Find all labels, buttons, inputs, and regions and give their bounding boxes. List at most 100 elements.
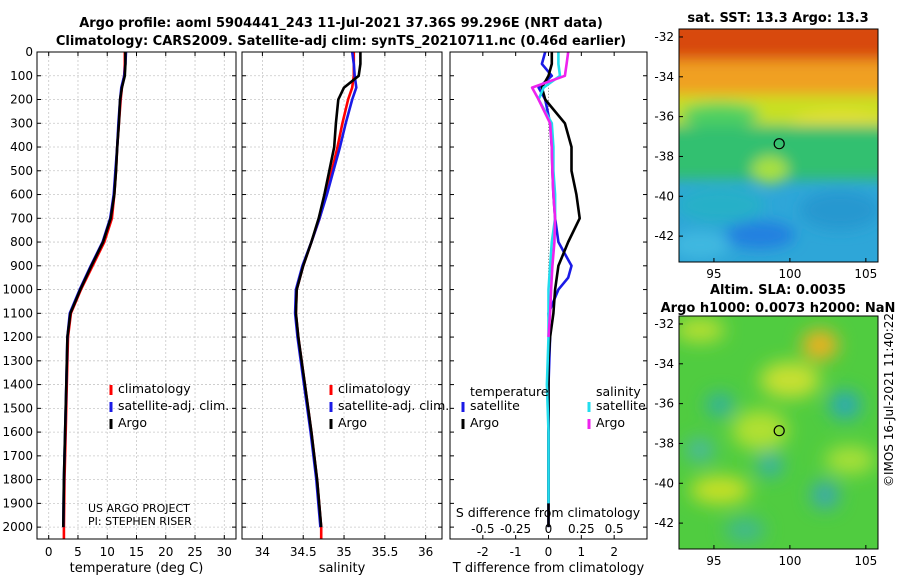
x-axis-label: temperature (deg C) xyxy=(70,561,204,576)
legend-label: climatology xyxy=(118,381,191,396)
series-argo xyxy=(294,52,362,528)
x-tick-label: 15 xyxy=(129,545,144,559)
map-y-tick-label: -36 xyxy=(654,397,674,411)
y-tick-label: 0 xyxy=(25,45,33,59)
map-x-tick-label: 100 xyxy=(778,554,801,568)
sst-map-image xyxy=(679,29,878,262)
y-tick-label: 100 xyxy=(10,69,33,83)
figure-title-line1: Argo profile: aoml 5904441_243 11-Jul-20… xyxy=(79,16,603,31)
y-tick-label: 1400 xyxy=(2,378,33,392)
y-tick-label: 700 xyxy=(10,211,33,225)
legend-label: Argo xyxy=(470,415,499,430)
x-tick-label: 35 xyxy=(336,545,351,559)
legend-label: Argo xyxy=(338,415,367,430)
y-tick-label: 1800 xyxy=(2,473,33,487)
legend-label: satellite xyxy=(470,398,520,413)
argo-location-marker xyxy=(773,138,785,150)
x-tick-label: 1 xyxy=(578,545,586,559)
credit-line1: US ARGO PROJECT xyxy=(88,502,190,515)
x-tick-label: 2 xyxy=(610,545,618,559)
x-tick-label: 0 xyxy=(45,545,53,559)
y-tick-label: 1600 xyxy=(2,425,33,439)
map-y-tick-label: -42 xyxy=(654,516,674,530)
map-y-tick-label: -32 xyxy=(654,317,674,331)
salinity-panel: 34 34.5 35 35.5 36 salinity climatology satelli… xyxy=(241,51,449,576)
x-tick-label: 0 xyxy=(545,545,553,559)
y-tick-label: 1700 xyxy=(2,449,33,463)
map-y-tick-label: -32 xyxy=(654,30,674,44)
y-tick-label: 1100 xyxy=(2,306,33,320)
map-y-tick-label: -38 xyxy=(654,149,674,163)
map-x-tick-label: 105 xyxy=(854,267,877,281)
top-tick-label: -0.5 xyxy=(471,522,494,536)
difference-panel: -2 -1 0 1 2 T difference from climatology temp… xyxy=(449,51,648,576)
legend-title-salinity: salinity xyxy=(596,384,641,399)
map-x-tick-label: 105 xyxy=(854,554,877,568)
x-axis-label: T difference from climatology xyxy=(452,561,645,576)
y-tick-label: 200 xyxy=(10,93,33,107)
map-x-tick-label: 100 xyxy=(778,267,801,281)
map-x-tick-label: 95 xyxy=(706,554,721,568)
y-tick-label: 400 xyxy=(10,140,33,154)
sla-map-axes: 95 100 105 -32 -34 -36 -38 -40 -42 xyxy=(654,317,877,568)
series-s-argo xyxy=(530,51,570,338)
plot-frame xyxy=(241,51,443,540)
y-tick-label: 1000 xyxy=(2,283,33,297)
x-tick-label: 34.5 xyxy=(290,545,317,559)
map-y-tick-label: -38 xyxy=(654,436,674,450)
y-tick-label: 300 xyxy=(10,116,33,130)
temperature-panel: 0100200300400500600700800900100011001200… xyxy=(2,45,237,576)
sla-map-title: Altim. SLA: 0.0035 xyxy=(710,283,846,298)
sla-map-subtitle: Argo h1000: 0.0073 h2000: NaN xyxy=(661,301,896,316)
x-tick-label: 5 xyxy=(74,545,82,559)
credit-line2: PI: STEPHEN RISER xyxy=(88,515,192,528)
x-tick-label: 30 xyxy=(217,545,232,559)
x-tick-label: 34 xyxy=(255,545,270,559)
y-tick-label: 1900 xyxy=(2,496,33,510)
top-tick-label: 0.5 xyxy=(605,522,624,536)
x-tick-label: 35.5 xyxy=(371,545,398,559)
sst-map-title: sat. SST: 13.3 Argo: 13.3 xyxy=(687,11,868,26)
x-tick-label: -2 xyxy=(477,545,489,559)
x-tick-label: 25 xyxy=(187,545,202,559)
y-tick-label: 1500 xyxy=(2,401,33,415)
top-tick-label: 0 xyxy=(545,522,553,536)
sst-map-axes: 95 100 105 -32 -34 -36 -38 -40 -42 xyxy=(654,30,877,281)
map-y-tick-label: -40 xyxy=(654,189,674,203)
legend-label: satellite xyxy=(596,398,646,413)
argo-location-marker xyxy=(773,425,785,437)
legend-title-temperature: temperature xyxy=(470,384,549,399)
x-tick-label: -1 xyxy=(510,545,522,559)
y-tick-label: 600 xyxy=(10,188,33,202)
top-tick-label: 0.25 xyxy=(568,522,595,536)
legend-label: satellite-adj. clim. xyxy=(338,398,449,413)
y-tick-label: 500 xyxy=(10,164,33,178)
map-y-tick-label: -36 xyxy=(654,110,674,124)
timestamp: ©IMOS 16-Jul-2021 11:40:22 xyxy=(882,313,896,487)
map-x-tick-label: 95 xyxy=(706,267,721,281)
legend-label: satellite-adj. clim. xyxy=(118,398,229,413)
y-tick-label: 800 xyxy=(10,235,33,249)
y-tick-label: 900 xyxy=(10,259,33,273)
x-tick-label: 36 xyxy=(418,545,433,559)
top-tick-label: -0.25 xyxy=(500,522,531,536)
map-y-tick-label: -34 xyxy=(654,70,674,84)
sla-map-frame xyxy=(678,315,879,550)
x-tick-label: 10 xyxy=(100,545,115,559)
y-tick-label: 1200 xyxy=(2,330,33,344)
x-tick-label: 20 xyxy=(158,545,173,559)
legend-label: Argo xyxy=(118,415,147,430)
map-y-tick-label: -34 xyxy=(654,357,674,371)
y-tick-label: 1300 xyxy=(2,354,33,368)
figure-title-line2: Climatology: CARS2009. Satellite-adj cli… xyxy=(56,34,626,49)
map-y-tick-label: -42 xyxy=(654,229,674,243)
series-argo xyxy=(62,52,127,528)
legend-label: climatology xyxy=(338,381,411,396)
sst-map-frame xyxy=(678,28,879,263)
legend-label: Argo xyxy=(596,415,625,430)
x-axis-label: salinity xyxy=(319,561,366,576)
sla-map-image xyxy=(679,316,878,549)
top-axis-label: S difference from climatology xyxy=(456,505,641,520)
map-y-tick-label: -40 xyxy=(654,476,674,490)
